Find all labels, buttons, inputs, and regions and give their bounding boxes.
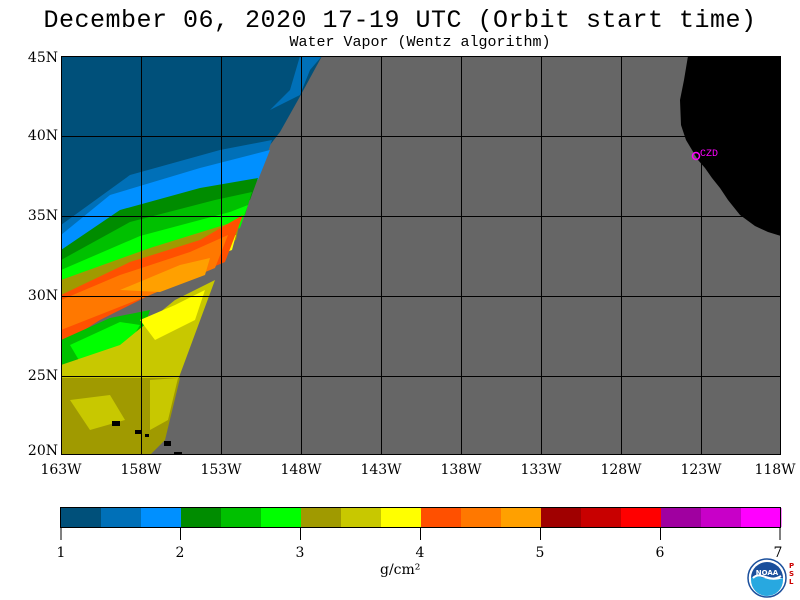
station-marker xyxy=(691,151,701,161)
land-hawaii xyxy=(112,421,182,455)
colorbar-tick-6: 6 xyxy=(655,545,665,561)
lat-label-30n: 30N xyxy=(27,288,58,304)
land-california xyxy=(680,56,781,236)
colorbar-tick-3: 3 xyxy=(295,545,305,561)
map-grid xyxy=(61,56,781,455)
colorbar-tick-5: 5 xyxy=(535,545,545,561)
colorbar-units: g/cm² xyxy=(380,562,421,578)
colorbar-tick-1: 1 xyxy=(56,545,66,561)
lon-label-153w: 153W xyxy=(200,462,242,478)
colorbar-tick-2: 2 xyxy=(175,545,185,561)
lon-label-123w: 123W xyxy=(680,462,722,478)
station-label: CZD xyxy=(700,149,718,160)
noaa-logo-text: NOAA xyxy=(756,569,779,577)
lon-label-158w: 158W xyxy=(120,462,162,478)
lat-label-25n: 25N xyxy=(27,368,58,384)
lat-label-40n: 40N xyxy=(27,128,58,144)
lon-label-118w: 118W xyxy=(754,462,796,478)
lon-label-143w: 143W xyxy=(360,462,402,478)
lat-label-45n: 45N xyxy=(27,50,58,66)
colorbar-tick-7: 7 xyxy=(773,545,783,561)
lat-label-20n: 20N xyxy=(27,443,58,459)
satellite-swath xyxy=(61,56,322,455)
lat-label-35n: 35N xyxy=(27,208,58,224)
lon-label-133w: 133W xyxy=(520,462,562,478)
page-title: December 06, 2020 17-19 UTC (Orbit start… xyxy=(43,6,757,35)
colorbar-tick-4: 4 xyxy=(415,545,425,561)
page-subtitle: Water Vapor (Wentz algorithm) xyxy=(289,34,551,51)
noaa-logo[interactable]: NOAA xyxy=(747,558,787,598)
lon-label-163w: 163W xyxy=(40,462,82,478)
lon-label-148w: 148W xyxy=(280,462,322,478)
lon-label-138w: 138W xyxy=(440,462,482,478)
lon-label-128w: 128W xyxy=(600,462,642,478)
